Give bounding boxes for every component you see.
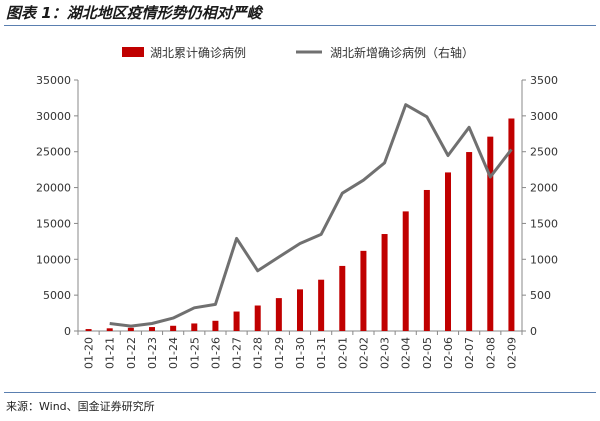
- right-tick-label: 0: [530, 325, 537, 338]
- left-tick-label: 20000: [36, 182, 71, 195]
- series-line: [109, 103, 513, 328]
- x-tick-label: 02-07: [463, 337, 476, 369]
- legend-swatch-bar: [122, 47, 144, 57]
- bar: [360, 250, 367, 331]
- x-tick-label: 02-04: [400, 337, 413, 369]
- x-tick-label: 01-21: [104, 337, 117, 369]
- right-tick-label: 3000: [530, 110, 558, 123]
- x-tick-label: 02-08: [484, 337, 497, 369]
- x-tick-label: 02-01: [336, 337, 349, 369]
- chart-title: 图表 1：湖北地区疫情形势仍相对严峻: [6, 4, 262, 22]
- right-tick-label: 500: [530, 289, 551, 302]
- legend-label-bar: 湖北累计确诊病例: [150, 45, 246, 60]
- bar: [127, 327, 134, 331]
- right-tick-label: 2500: [530, 146, 558, 159]
- bar: [466, 152, 473, 331]
- bar: [254, 305, 261, 331]
- bar: [339, 265, 346, 331]
- bar: [106, 328, 113, 331]
- bar: [508, 118, 515, 331]
- bar: [149, 327, 155, 331]
- bar: [423, 189, 430, 331]
- left-tick-label: 25000: [36, 146, 71, 159]
- source-rule: [4, 392, 596, 393]
- bar: [445, 172, 451, 331]
- bar: [487, 136, 494, 331]
- bar: [297, 289, 303, 331]
- left-tick-label: 30000: [36, 110, 71, 123]
- left-tick-label: 5000: [43, 289, 71, 302]
- bar: [275, 298, 282, 331]
- bar: [85, 329, 92, 331]
- x-tick-label: 01-23: [146, 337, 159, 369]
- bar: [381, 234, 388, 331]
- left-tick-label: 0: [64, 325, 71, 338]
- left-tick-label: 35000: [36, 74, 71, 87]
- source-note: 来源：Wind、国金证券研究所: [6, 400, 155, 413]
- bar: [191, 323, 198, 331]
- x-tick-label: 01-30: [294, 337, 307, 369]
- x-tick-label: 02-05: [421, 337, 434, 369]
- left-tick-label: 15000: [36, 217, 71, 230]
- x-tick-label: 02-09: [505, 337, 518, 369]
- x-tick-label: 02-02: [357, 337, 370, 369]
- legend-label-line: 湖北新增确诊病例（右轴）: [330, 45, 474, 60]
- bar: [318, 279, 325, 331]
- title-rule: [4, 25, 596, 26]
- bar: [170, 325, 177, 331]
- right-tick-label: 2000: [530, 182, 558, 195]
- x-tick-label: 01-28: [252, 337, 265, 369]
- bar: [402, 211, 409, 331]
- left-tick-label: 10000: [36, 253, 71, 266]
- x-tick-label: 01-25: [188, 337, 201, 369]
- right-tick-label: 3500: [530, 74, 558, 87]
- x-tick-label: 01-26: [209, 337, 222, 369]
- bar: [233, 311, 240, 331]
- x-tick-label: 01-22: [125, 337, 138, 369]
- x-tick-label: 02-06: [442, 337, 455, 369]
- x-tick-label: 02-03: [379, 337, 392, 369]
- x-tick-label: 01-24: [167, 337, 180, 369]
- x-tick-label: 01-20: [83, 337, 96, 369]
- right-tick-label: 1500: [530, 217, 558, 230]
- bar: [212, 320, 219, 331]
- x-tick-label: 01-27: [231, 337, 244, 369]
- x-tick-label: 01-31: [315, 337, 328, 369]
- x-tick-label: 01-29: [273, 337, 286, 369]
- right-tick-label: 1000: [530, 253, 558, 266]
